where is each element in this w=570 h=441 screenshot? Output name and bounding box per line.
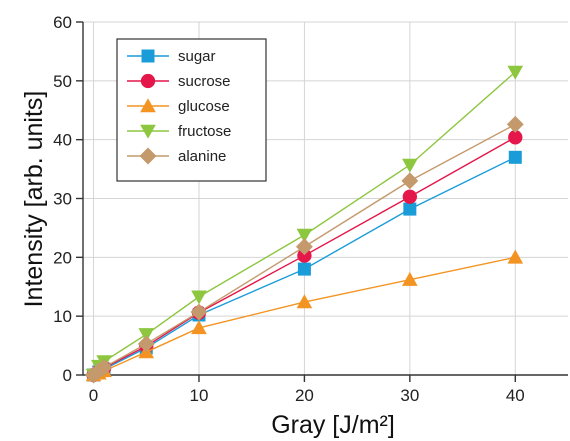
y-tick-label: 60 xyxy=(53,13,72,32)
x-tick-label: 40 xyxy=(506,386,525,405)
data-point-fructose xyxy=(191,290,207,305)
legend-item-fructose: fructose xyxy=(127,123,231,140)
legend-item-glucose: glucose xyxy=(127,98,230,115)
data-point-sugar xyxy=(403,202,417,216)
data-point-sucrose xyxy=(297,248,312,263)
legend-item-alanine: alanine xyxy=(127,147,226,165)
data-point-sucrose xyxy=(508,130,523,145)
series-alanine xyxy=(85,115,524,384)
data-point-alanine xyxy=(401,172,419,190)
legend-marker xyxy=(140,73,156,89)
data-point-sugar xyxy=(508,150,522,164)
data-point-sucrose xyxy=(402,189,417,204)
data-point-glucose xyxy=(296,294,313,309)
data-point-alanine xyxy=(95,358,113,376)
legend-label: fructose xyxy=(178,123,231,140)
series-layer xyxy=(85,65,524,384)
y-tick-label: 40 xyxy=(53,131,72,150)
x-axis-label: Gray [J/m²] xyxy=(271,411,395,439)
y-tick-labels: 0 10 20 30 40 50 60 xyxy=(53,13,72,385)
data-point-glucose xyxy=(402,271,418,286)
legend: sugar sucrose glucose fructose alanine xyxy=(116,38,267,182)
y-tick-label: 20 xyxy=(53,248,72,267)
x-tick-label: 0 xyxy=(89,386,98,405)
data-point-alanine xyxy=(295,238,313,256)
y-tick-label: 10 xyxy=(53,307,72,326)
legend-marker xyxy=(139,147,157,165)
legend-marker xyxy=(140,124,156,139)
data-point-alanine xyxy=(190,303,208,321)
y-tick-label: 50 xyxy=(53,72,72,91)
legend-item-sugar: sugar xyxy=(127,48,216,65)
data-point-sugar xyxy=(297,262,311,276)
legend-marker xyxy=(140,98,156,113)
x-tick-label: 30 xyxy=(400,386,419,405)
data-point-fructose xyxy=(138,328,155,343)
data-point-fructose xyxy=(507,65,524,80)
x-tick-label: 20 xyxy=(295,386,314,405)
data-point-fructose xyxy=(296,228,313,243)
legend-label: sucrose xyxy=(178,73,231,90)
legend-item-sucrose: sucrose xyxy=(127,73,231,90)
legend-marker xyxy=(141,49,155,63)
data-point-glucose xyxy=(507,249,524,264)
y-axis-label: Intensity [arb. units] xyxy=(20,91,48,308)
data-point-fructose xyxy=(402,158,418,173)
legend-label: glucose xyxy=(178,98,230,115)
axes xyxy=(76,21,568,382)
y-tick-label: 0 xyxy=(63,366,72,385)
legend-label: alanine xyxy=(178,148,226,165)
x-tick-labels: 0 10 20 30 40 xyxy=(89,386,525,405)
data-point-alanine xyxy=(506,115,524,133)
legend-label: sugar xyxy=(178,48,216,65)
data-point-glucose xyxy=(191,320,207,335)
data-point-alanine xyxy=(137,335,155,353)
x-tick-label: 10 xyxy=(190,386,209,405)
y-tick-label: 30 xyxy=(53,190,72,209)
